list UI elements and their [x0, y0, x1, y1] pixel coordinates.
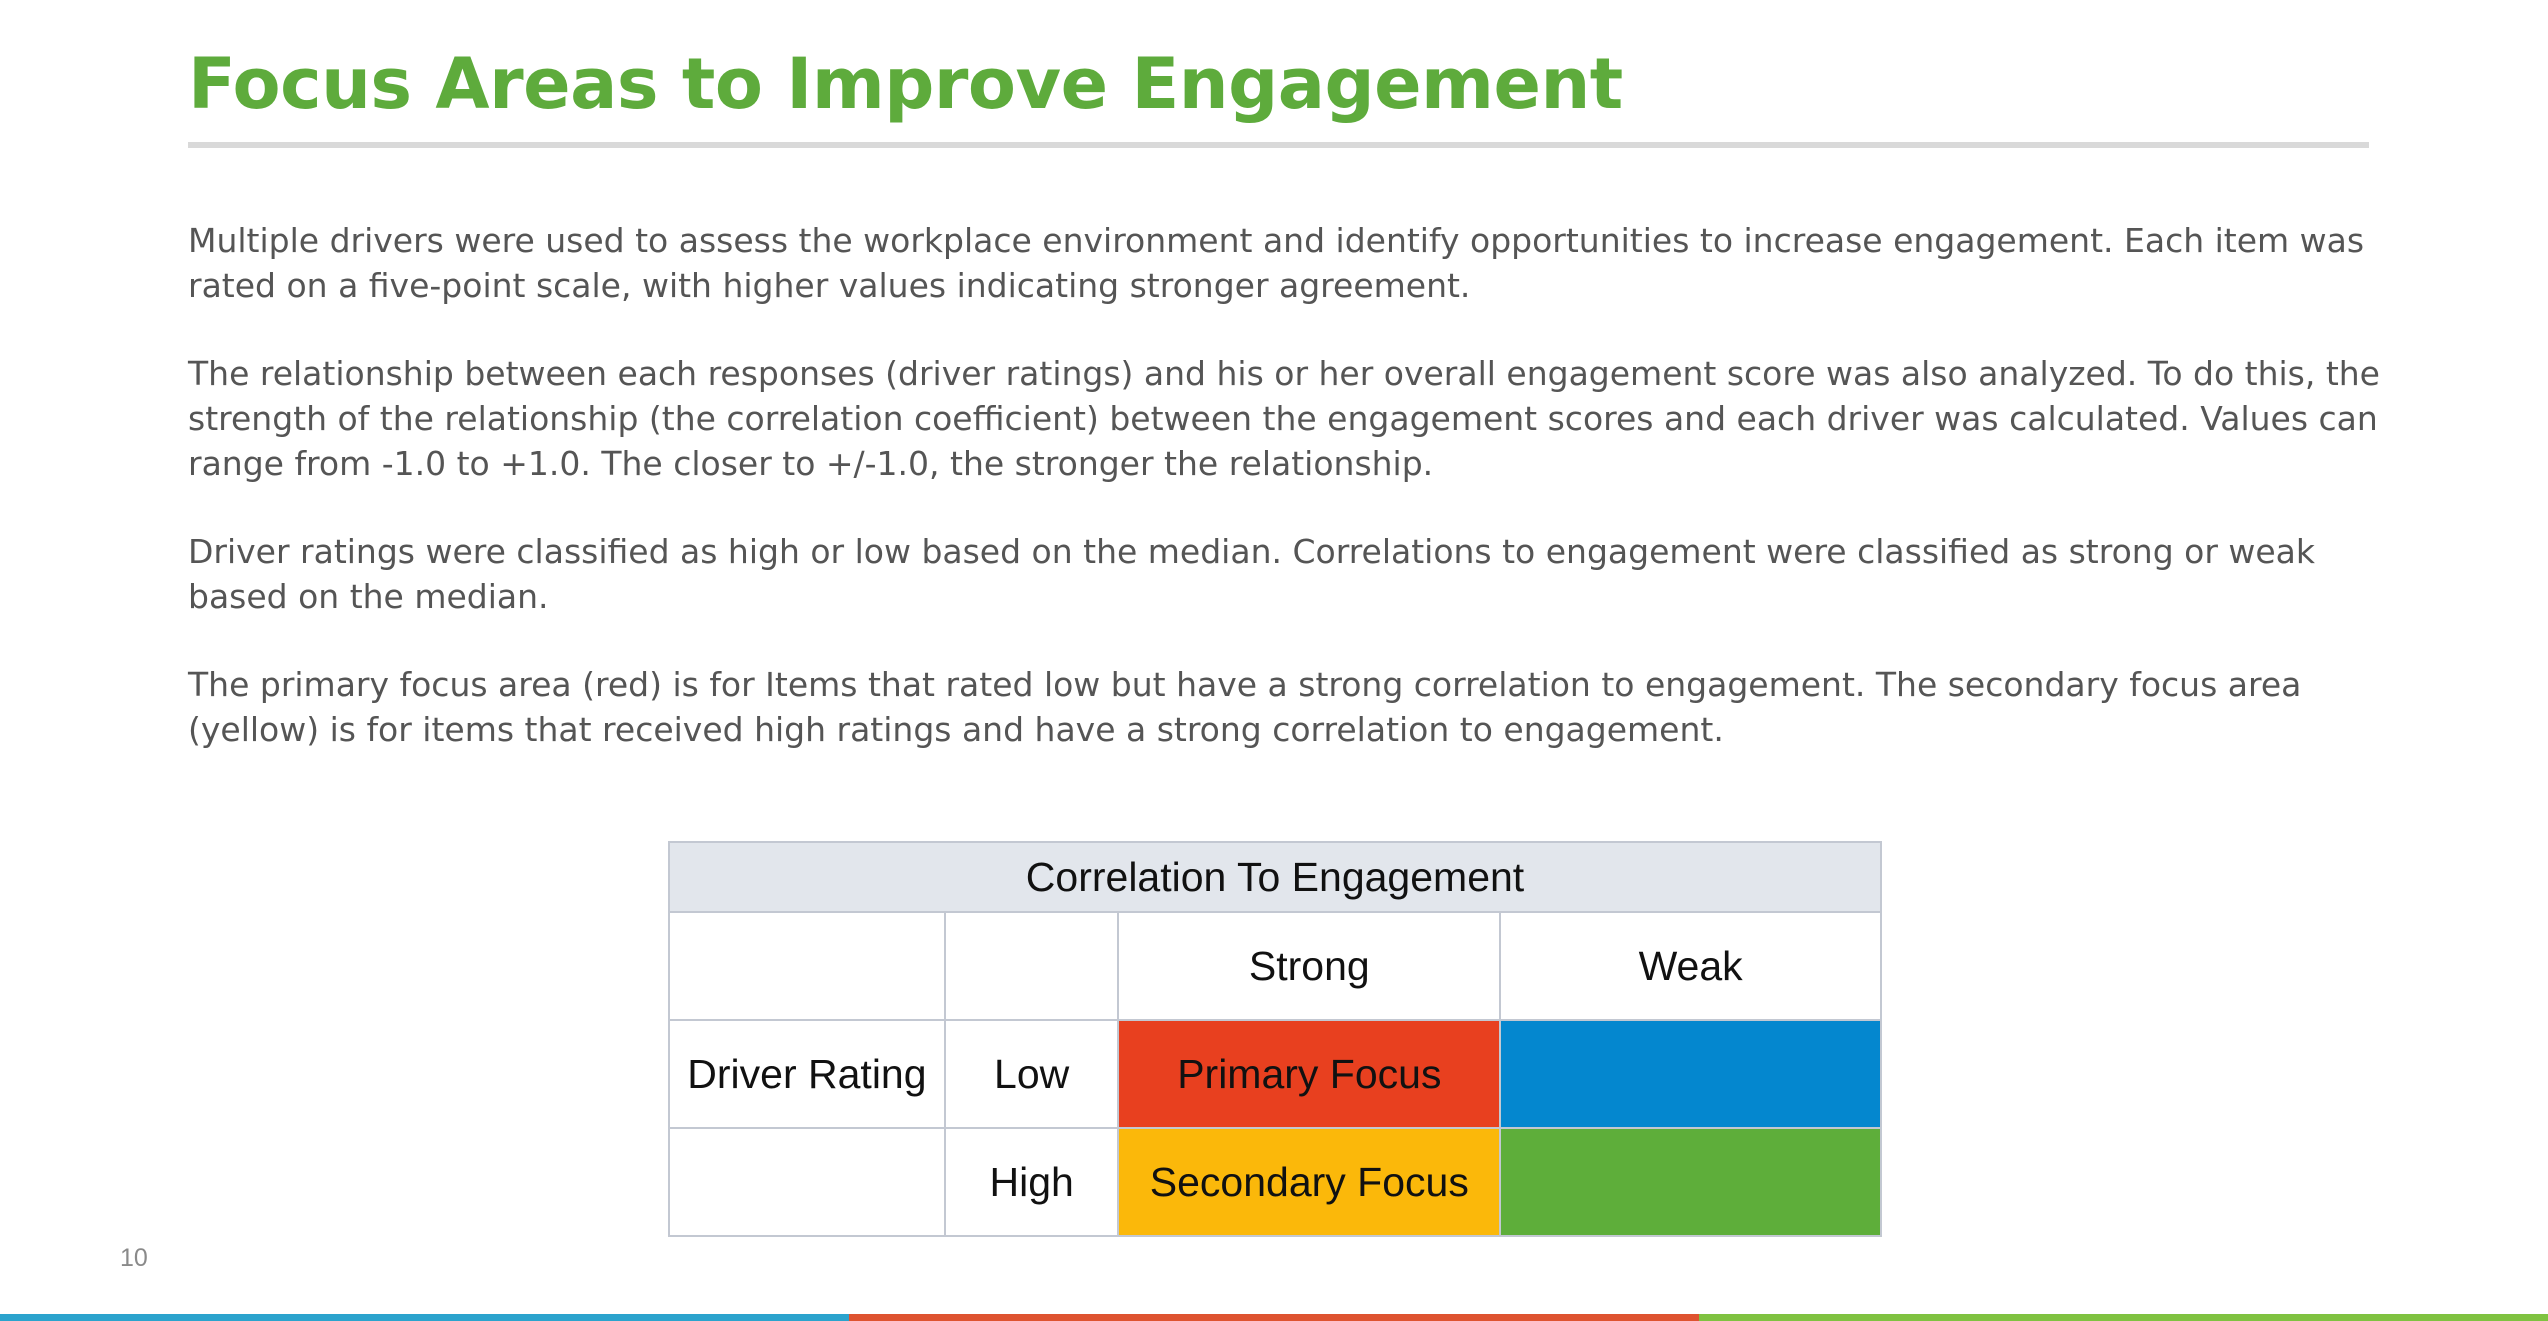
matrix-row-high: High Secondary Focus: [668, 1127, 1882, 1237]
column-strong: Strong: [1117, 911, 1502, 1021]
page-number: 10: [120, 1244, 148, 1272]
paragraph-focus-areas: The primary focus area (red) is for Item…: [188, 665, 2302, 749]
paragraph-classification: Driver ratings were classified as high o…: [188, 532, 2316, 616]
slide-title: Focus Areas to Improve Engagement: [188, 43, 1623, 125]
primary-focus-cell: Primary Focus: [1117, 1019, 1502, 1129]
high-weak-cell: [1499, 1127, 1882, 1237]
empty-cell: [668, 911, 946, 1021]
body-text: Multiple drivers were used to assess the…: [188, 218, 2388, 795]
bottom-bar-segment-green: [1698, 1314, 2548, 1321]
matrix-row-low: Driver Rating Low Primary Focus: [668, 1019, 1882, 1129]
matrix-header: Correlation To Engagement: [668, 841, 1882, 913]
bottom-bar-segment-red: [849, 1314, 1699, 1321]
paragraph-drivers: Multiple drivers were used to assess the…: [188, 221, 2365, 305]
low-weak-cell: [1499, 1019, 1882, 1129]
row-high-label: High: [943, 1127, 1120, 1237]
row-label-driver-rating: Driver Rating: [668, 1019, 946, 1129]
matrix-column-labels-row: Strong Weak: [668, 911, 1882, 1021]
title-divider: [188, 142, 2369, 148]
bottom-color-bar: [0, 1314, 2548, 1321]
paragraph-correlation: The relationship between each responses …: [188, 354, 2380, 483]
bottom-bar-segment-blue: [0, 1314, 850, 1321]
matrix-header-row: Correlation To Engagement: [668, 841, 1882, 913]
focus-matrix-table: Correlation To Engagement Strong Weak Dr…: [668, 841, 1882, 1237]
column-weak: Weak: [1499, 911, 1882, 1021]
empty-cell: [943, 911, 1120, 1021]
row-low-label: Low: [943, 1019, 1120, 1129]
secondary-focus-cell: Secondary Focus: [1117, 1127, 1502, 1237]
empty-cell: [668, 1127, 946, 1237]
